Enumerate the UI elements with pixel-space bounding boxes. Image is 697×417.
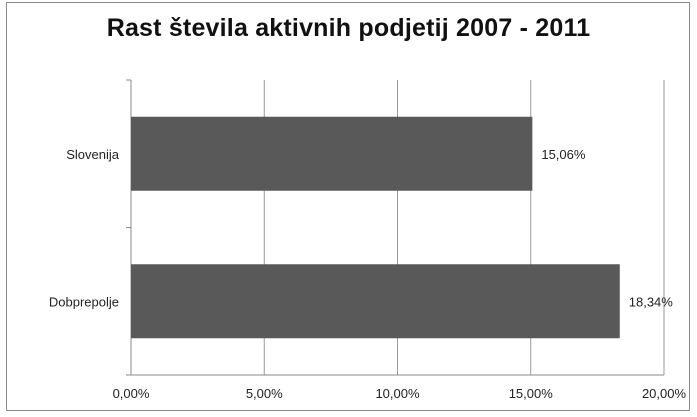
x-tick-label: 15,00%	[509, 386, 554, 401]
category-label: Slovenija	[66, 147, 120, 162]
data-label: 18,34%	[629, 294, 674, 309]
chart-border	[6, 2, 690, 411]
bar-dobprepolje	[131, 264, 620, 339]
x-tick-label: 10,00%	[375, 386, 420, 401]
x-tick-label: 5,00%	[246, 386, 283, 401]
chart-title: Rast števila aktivnih podjetij 2007 - 20…	[106, 14, 591, 42]
data-label: 15,06%	[541, 147, 586, 162]
x-tick-label: 20,00%	[642, 386, 687, 401]
bar-slovenija	[131, 116, 533, 191]
x-tick-label: 0,00%	[113, 386, 150, 401]
category-label: Dobprepolje	[49, 294, 119, 309]
